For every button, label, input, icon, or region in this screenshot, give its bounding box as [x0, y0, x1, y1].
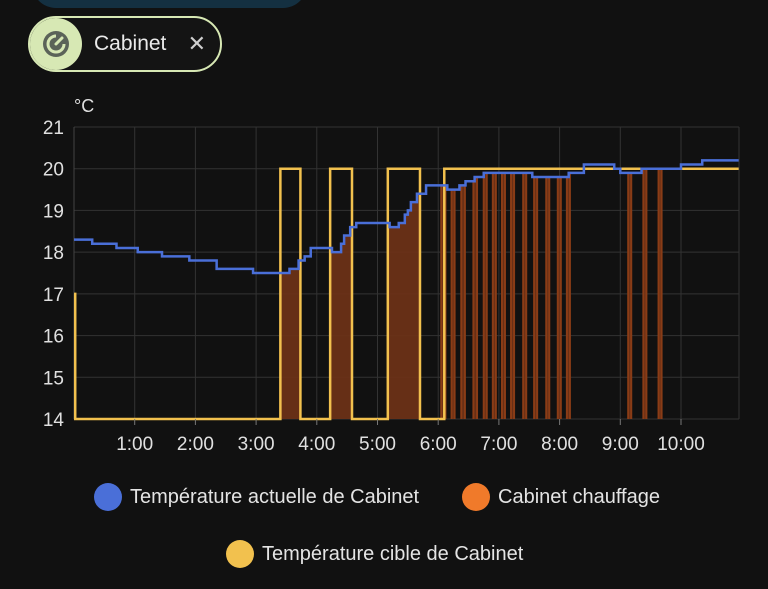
close-icon[interactable]: ✕ — [187, 31, 206, 56]
x-tick-label: 4:00 — [298, 434, 335, 455]
target-temperature-line — [73, 167, 739, 421]
y-tick-label: 17 — [43, 285, 64, 306]
legend-label-current: Température actuelle de Cabinet — [130, 485, 420, 508]
x-tick-label: 1:00 — [116, 434, 153, 455]
y-axis-label: °C — [74, 96, 94, 116]
x-tick-label: 6:00 — [420, 434, 457, 455]
entity-chip[interactable]: Cabinet ✕ — [28, 16, 222, 72]
heating-area — [280, 260, 301, 419]
x-tick-label: 9:00 — [602, 434, 639, 455]
y-tick-label: 14 — [43, 410, 65, 431]
current-temperature-line — [74, 159, 739, 275]
y-tick-label: 16 — [43, 327, 64, 348]
y-tick-label: 18 — [43, 243, 64, 264]
history-chart: 14 15 16 17 18 19 20 21 1:00 2:00 3:00 4:00 5:00 6:00… — [43, 96, 740, 455]
legend-swatch-target — [226, 540, 254, 568]
x-tick-label: 2:00 — [177, 434, 214, 455]
y-tick-label: 21 — [43, 118, 64, 139]
x-tick-label: 7:00 — [480, 434, 517, 455]
legend-item-heating[interactable]: Cabinet chauffage — [462, 483, 660, 511]
chip-label: Cabinet — [94, 32, 167, 55]
legend-item-current[interactable]: Température actuelle de Cabinet — [94, 483, 419, 511]
y-tick-label: 20 — [43, 160, 64, 181]
thermostat-icon — [30, 18, 82, 70]
x-tick-label: 10:00 — [657, 434, 705, 455]
top-panel-edge — [32, 0, 307, 8]
legend-label-heating: Cabinet chauffage — [498, 485, 660, 508]
x-tick-label: 8:00 — [541, 434, 578, 455]
x-tick-label: 3:00 — [238, 434, 275, 455]
heating-area — [387, 193, 420, 419]
x-tick-label: 5:00 — [359, 434, 396, 455]
legend-swatch-heating — [462, 483, 490, 511]
y-tick-label: 19 — [43, 201, 64, 222]
legend-swatch-current — [94, 483, 122, 511]
legend-item-target[interactable]: Température cible de Cabinet — [226, 540, 523, 568]
legend-label-target: Température cible de Cabinet — [262, 542, 524, 565]
heating-area — [330, 227, 353, 419]
y-tick-label: 15 — [43, 368, 64, 389]
